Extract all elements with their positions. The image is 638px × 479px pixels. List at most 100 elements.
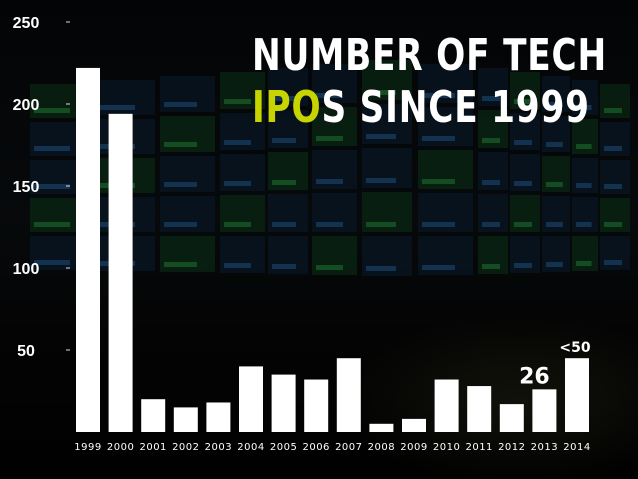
ticker-highlight: [576, 105, 592, 110]
x-tick-label: 2004: [237, 442, 264, 453]
ticker-highlight: [576, 222, 592, 227]
y-tick-label: 250: [13, 15, 40, 32]
ticker-highlight: [164, 262, 197, 267]
ticker-highlight: [366, 90, 396, 95]
ticker-highlight: [224, 99, 251, 104]
x-tick-label: 2012: [498, 442, 525, 453]
x-tick-label: 2010: [433, 442, 460, 453]
bar-2003: [206, 402, 231, 432]
ticker-highlight: [422, 222, 455, 227]
x-tick-label: 2008: [368, 442, 395, 453]
x-tick-label: 2006: [302, 442, 329, 453]
data-label-2014: <50: [559, 340, 590, 356]
ticker-highlight: [604, 222, 622, 227]
ticker-highlight: [316, 222, 343, 227]
ticker-highlight: [366, 266, 396, 271]
bar-2004: [239, 366, 263, 432]
x-tick-label: 2002: [172, 442, 199, 453]
chart-title: NUMBER OF TECH IPOS SINCE 1999: [252, 30, 632, 134]
bar-2010: [434, 379, 459, 432]
ticker-highlight: [224, 222, 251, 227]
bar-1999: [76, 67, 100, 433]
ticker-highlight: [514, 263, 532, 268]
bar-2002: [173, 407, 198, 432]
ticker-highlight: [422, 93, 455, 98]
x-tick-label: 2005: [270, 442, 297, 453]
bar-2006: [304, 379, 329, 432]
ticker-highlight: [546, 222, 563, 227]
x-tick-label: 1999: [74, 442, 101, 453]
x-tick-label: 2007: [335, 442, 362, 453]
bar-2011: [467, 386, 492, 432]
ticker-highlight: [34, 184, 70, 189]
y-tick-label: 50: [17, 343, 35, 360]
y-tick-label: 200: [13, 97, 40, 114]
ticker-highlight: [272, 264, 296, 269]
ticker-highlight: [164, 102, 197, 107]
x-tick-label: 2003: [205, 442, 232, 453]
ticker-highlight: [272, 222, 296, 227]
y-tick-label: 100: [13, 261, 40, 278]
ticker-highlight: [482, 222, 500, 227]
ticker-highlight: [164, 222, 197, 227]
ticker-highlight: [576, 183, 592, 188]
ticker-highlight: [99, 105, 135, 110]
ticker-highlight: [34, 260, 70, 265]
ticker-highlight: [482, 264, 500, 269]
ticker-highlight: [272, 96, 296, 101]
bar-2012: [499, 404, 524, 432]
ticker-highlight: [422, 136, 455, 141]
data-label-2013: 26: [519, 364, 550, 389]
x-tick-label: 2009: [400, 442, 427, 453]
ticker-highlight: [34, 222, 70, 227]
ticker-highlight: [272, 138, 296, 143]
ticker-highlight: [546, 182, 563, 187]
ticker-highlight: [482, 138, 500, 143]
title-line-2-rest: S SINCE 1999: [321, 82, 590, 133]
ticker-highlight: [604, 184, 622, 189]
bar-2007: [336, 358, 361, 432]
title-line-2: IPOS SINCE 1999: [252, 82, 589, 134]
ticker-highlight: [316, 265, 343, 270]
ticker-highlight: [546, 262, 563, 267]
ticker-highlight: [514, 99, 532, 104]
title-highlight: IPO: [252, 82, 322, 133]
ticker-highlight: [164, 182, 197, 187]
ticker-highlight: [546, 142, 563, 147]
ticker-highlight: [482, 180, 500, 185]
ticker-highlight: [272, 180, 296, 185]
ticker-highlight: [482, 96, 500, 101]
bar-2014: [565, 358, 589, 432]
ticker-highlight: [316, 93, 343, 98]
ticker-highlight: [514, 181, 532, 186]
ticker-highlight: [422, 265, 455, 270]
x-tick-label: 2013: [531, 442, 558, 453]
ticker-highlight: [366, 222, 396, 227]
ticker-highlight: [576, 261, 592, 266]
ticker-highlight: [576, 144, 592, 149]
bar-2000: [108, 113, 133, 432]
ticker-highlight: [34, 108, 70, 113]
x-tick-label: 2001: [139, 442, 166, 453]
ticker-highlight: [604, 260, 622, 265]
y-tick-label: 150: [13, 179, 40, 196]
ticker-highlight: [514, 140, 532, 145]
ticker-highlight: [422, 179, 455, 184]
ticker-highlight: [546, 102, 563, 107]
bar-2008: [369, 423, 394, 432]
x-tick-label: 2014: [563, 442, 590, 453]
ticker-highlight: [604, 146, 622, 151]
ticker-highlight: [514, 222, 532, 227]
ticker-highlight: [224, 263, 251, 268]
ticker-highlight: [164, 142, 197, 147]
ticker-highlight: [316, 179, 343, 184]
ticker-highlight: [224, 181, 251, 186]
bar-2001: [141, 399, 166, 432]
title-line-1: NUMBER OF TECH: [252, 30, 607, 81]
ticker-highlight: [224, 140, 251, 145]
x-tick-label: 2011: [465, 442, 492, 453]
ticker-highlight: [366, 134, 396, 139]
